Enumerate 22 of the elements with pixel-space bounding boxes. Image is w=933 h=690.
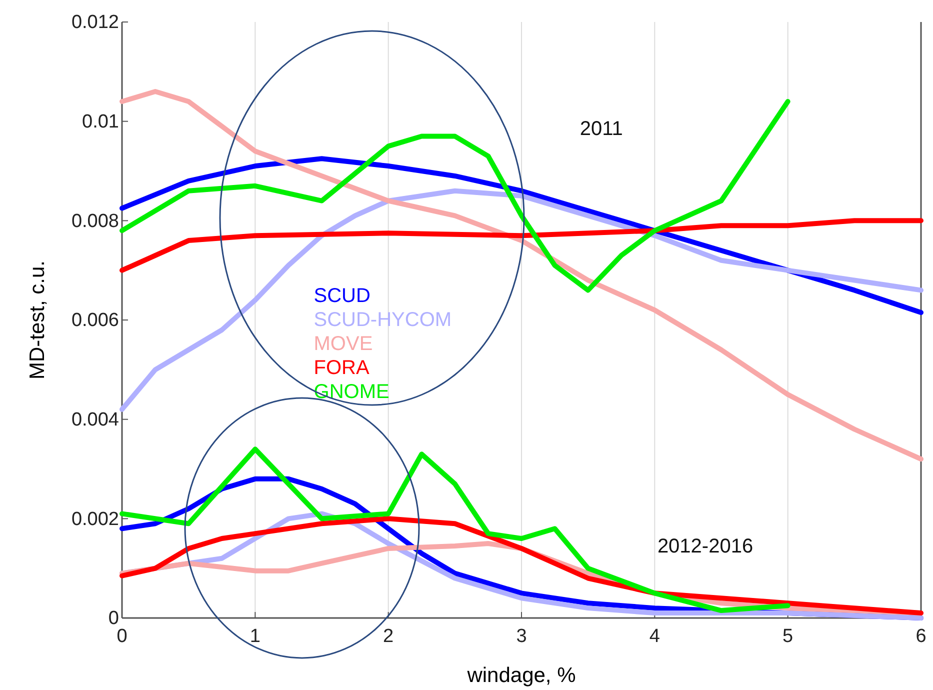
y-tick-label: 0.002 — [71, 508, 119, 530]
text: MOVE — [314, 333, 373, 356]
annotation: 2012-2016 — [657, 535, 754, 558]
y-tick-label: 0 — [108, 608, 119, 630]
y-tick-label: 0.01 — [82, 111, 119, 132]
y-tick-label: 0.006 — [71, 310, 119, 332]
x-tick-label: 1 — [250, 626, 260, 647]
text: SCUD — [314, 285, 370, 308]
y-tick-label: 0.004 — [71, 409, 120, 430]
text: FORA — [314, 357, 370, 380]
x-axis-title: windage, % — [466, 664, 576, 687]
y-axis-title: MD-test, c.u. — [26, 260, 49, 380]
annotation: 2011 — [580, 118, 623, 140]
x-tick-label: 4 — [649, 626, 660, 647]
text: SCUD-HYCOM — [314, 309, 452, 332]
y-tick-label: 0.008 — [71, 210, 119, 232]
x-tick-label: 3 — [516, 626, 527, 647]
x-tick-label: 5 — [782, 626, 794, 647]
y-tick-label: 0.012 — [71, 12, 119, 34]
x-tick-label: 2 — [383, 626, 394, 647]
x-tick-label: 6 — [916, 626, 926, 647]
text: GNOME — [314, 381, 390, 404]
